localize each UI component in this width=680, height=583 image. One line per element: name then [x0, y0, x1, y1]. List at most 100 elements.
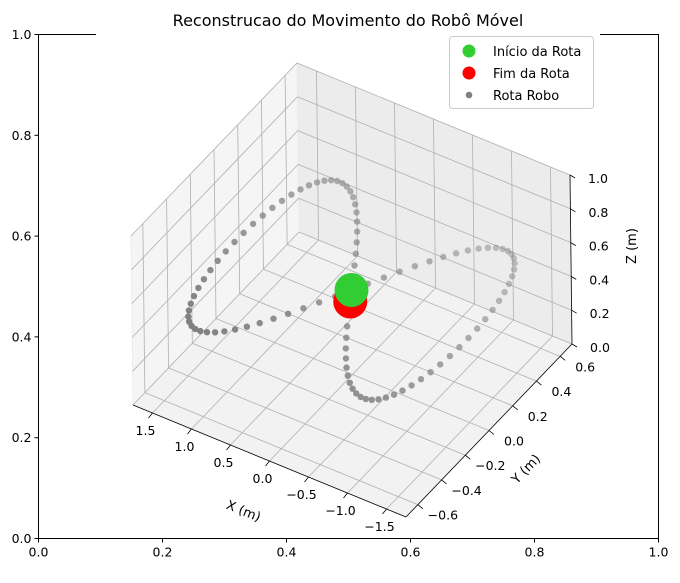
route-point: [328, 177, 335, 184]
z-tick: [570, 276, 577, 280]
legend-marker-route: [465, 91, 473, 99]
grid-line: [142, 223, 146, 393]
outer-axes-ticks: 0.0 0.2 0.4 0.6 0.8 1.00.00.20.40.60.81.0: [12, 27, 669, 560]
route-point: [284, 310, 292, 317]
route-point: [190, 292, 198, 300]
route-point: [380, 274, 388, 281]
route-point: [475, 245, 482, 252]
y-tick: [512, 405, 518, 411]
route-point: [353, 209, 360, 216]
grid-line: [296, 62, 571, 176]
route-point: [259, 212, 266, 219]
scatter-points: [185, 177, 518, 403]
z-tick-label: 0.6: [589, 239, 609, 254]
grid-line: [131, 164, 299, 338]
z-tick: [571, 343, 578, 348]
route-point: [288, 191, 295, 198]
z-axis-line: [569, 174, 573, 345]
y-tick: [559, 356, 566, 361]
route-point: [349, 385, 356, 392]
route-point: [354, 228, 361, 235]
grid-line: [192, 342, 466, 456]
route-point: [353, 239, 360, 246]
axis-ticks: −1.5 −1.0 −0.5 0.0 0.5 1.0 1.5 −0.6 −0.4 −0.2 0.0 0…: [136, 171, 610, 534]
route-point: [197, 327, 204, 335]
route-point: [511, 260, 518, 267]
x-tick-label: 1.0: [175, 439, 195, 454]
z-tick: [569, 174, 576, 179]
route-point: [408, 382, 415, 389]
route-point: [510, 266, 518, 273]
y-tick: [488, 430, 495, 435]
x-tick-label: 0.5: [214, 455, 234, 470]
grid-lines: [130, 62, 573, 510]
route-point: [464, 247, 472, 254]
chart-title: Reconstrucao do Movimento do Robô Móvel: [173, 11, 524, 30]
outer-x-tick-label: 0.4: [277, 545, 297, 560]
x-tick: [343, 492, 348, 499]
route-point: [211, 329, 219, 336]
route-point: [437, 361, 444, 368]
y-tick-label: 0.4: [551, 384, 571, 399]
y-tick-label: 0.6: [575, 359, 595, 374]
route-point: [508, 251, 515, 258]
route-point: [375, 396, 382, 403]
route-point: [351, 262, 358, 269]
outer-y-tick-label: 0.0: [12, 531, 32, 546]
x-tick: [265, 460, 270, 467]
z-tick: [570, 242, 577, 246]
x-tick-label: −1.5: [364, 519, 394, 534]
route-point: [350, 194, 357, 201]
route-point: [344, 372, 351, 379]
route-point: [342, 355, 350, 362]
route-point: [195, 284, 202, 292]
legend-label-route: Rota Robo: [493, 89, 559, 104]
route-point: [321, 177, 328, 184]
y-tick: [536, 380, 542, 386]
route-point: [221, 328, 228, 335]
outer-y-tick-label: 0.6: [12, 229, 32, 244]
route-point: [185, 313, 192, 320]
route-point: [465, 334, 472, 342]
route-point: [474, 325, 481, 332]
x-tick: [382, 508, 387, 515]
grid-line: [144, 392, 419, 506]
y-tick-label: −0.4: [451, 483, 481, 498]
y-tick: [465, 454, 471, 460]
route-point: [270, 315, 277, 322]
legend-marker-start: [462, 44, 476, 58]
route-point: [185, 307, 193, 314]
x-tick-label: 1.5: [136, 423, 156, 438]
route-point: [300, 305, 307, 312]
outer-x-tick-label: 0.8: [525, 545, 545, 560]
route-point: [504, 247, 511, 255]
outer-y-tick-label: 0.2: [12, 430, 32, 445]
route-point: [510, 255, 517, 262]
route-point: [417, 376, 425, 383]
grid-line: [286, 243, 561, 357]
grid-line: [189, 174, 193, 344]
route-point: [446, 352, 454, 360]
route-point: [452, 250, 460, 257]
route-point: [368, 396, 375, 403]
z-tick-label: 0.0: [590, 340, 610, 355]
route-point: [339, 179, 346, 187]
grid-line: [261, 100, 264, 270]
route-point: [278, 197, 286, 204]
grid-line: [355, 86, 358, 257]
z-tick-label: 0.8: [588, 205, 608, 220]
grid-line: [298, 197, 572, 311]
x-tick: [187, 428, 192, 435]
route-point: [203, 329, 211, 336]
route-point: [231, 326, 239, 333]
grid-line: [316, 70, 319, 241]
route-point: [346, 379, 353, 386]
route-point: [313, 179, 321, 186]
route-point: [200, 276, 208, 283]
outer-y-tick-label: 0.8: [12, 128, 32, 143]
route-point: [240, 229, 247, 236]
grid-line: [132, 231, 300, 406]
route-point: [207, 266, 214, 274]
route-point: [315, 299, 323, 306]
route-point: [484, 244, 492, 251]
